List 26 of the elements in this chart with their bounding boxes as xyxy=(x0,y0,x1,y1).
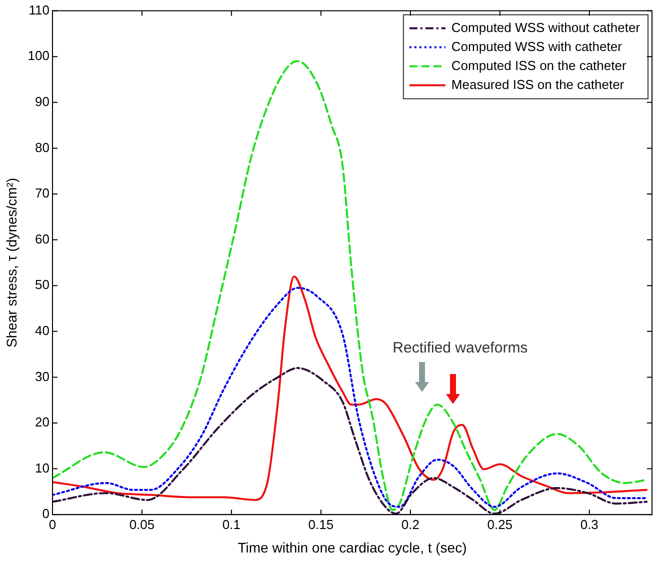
legend-label: Computed ISS on the catheter xyxy=(451,58,627,73)
x-tick-label: 0.25 xyxy=(487,516,513,532)
y-tick-label: 10 xyxy=(35,460,50,476)
x-tick-label: 0.3 xyxy=(580,516,598,532)
x-tick-label: 0.2 xyxy=(401,516,420,532)
x-tick-label: 0.15 xyxy=(308,516,334,532)
y-tick-label: 90 xyxy=(35,94,50,109)
x-tick-label: 0.05 xyxy=(129,516,155,532)
legend-label: Computed WSS without catheter xyxy=(451,20,641,35)
y-tick-label: 50 xyxy=(35,277,50,292)
legend-label: Computed WSS with catheter xyxy=(451,38,623,54)
y-tick-label: 20 xyxy=(35,414,50,430)
y-tick-label: 60 xyxy=(35,231,50,246)
y-tick-label: 0 xyxy=(42,506,50,522)
x-tick-label: 0.1 xyxy=(222,516,240,532)
y-tick-label: 30 xyxy=(35,368,50,384)
y-tick-label: 110 xyxy=(28,2,50,18)
line-series xyxy=(52,367,648,515)
y-tick-label: 100 xyxy=(28,48,50,64)
x-axis-title: Time within one cardiac cycle, t (sec) xyxy=(238,539,467,556)
y-axis-title: Shear stress, τ (dynes/cm²) xyxy=(3,178,20,348)
y-tick-label: 80 xyxy=(35,140,50,155)
y-tick-label: 70 xyxy=(35,186,50,201)
legend-label: Measured ISS on the catheter xyxy=(451,76,625,92)
y-tick-label: 40 xyxy=(35,322,50,338)
annotation: Rectified waveforms xyxy=(392,339,528,356)
